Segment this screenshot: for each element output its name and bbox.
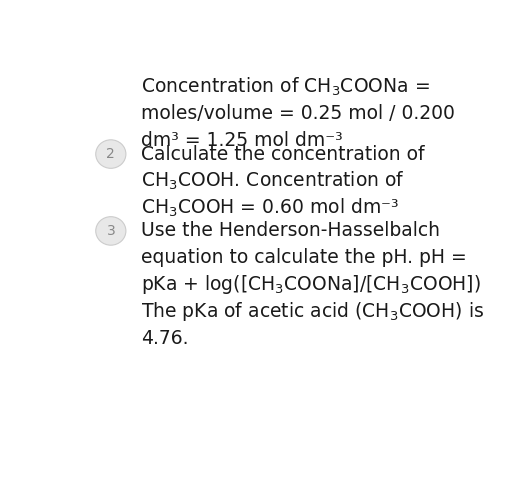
- Text: The pKa of acetic acid (CH$_3$COOH) is: The pKa of acetic acid (CH$_3$COOH) is: [141, 300, 485, 323]
- Text: equation to calculate the pH. pH =: equation to calculate the pH. pH =: [141, 248, 467, 267]
- Text: Use the Henderson-Hasselbalch: Use the Henderson-Hasselbalch: [141, 222, 440, 241]
- Text: 2: 2: [106, 147, 115, 161]
- Circle shape: [96, 217, 126, 245]
- Text: Calculate the concentration of: Calculate the concentration of: [141, 145, 425, 164]
- Text: Concentration of CH$_3$COONa =: Concentration of CH$_3$COONa =: [141, 75, 430, 98]
- Circle shape: [96, 140, 126, 169]
- Text: moles/volume = 0.25 mol / 0.200: moles/volume = 0.25 mol / 0.200: [141, 104, 455, 123]
- Text: 3: 3: [106, 224, 115, 238]
- Text: dm³ = 1.25 mol dm⁻³: dm³ = 1.25 mol dm⁻³: [141, 131, 343, 150]
- Text: 4.76.: 4.76.: [141, 329, 189, 348]
- Text: CH$_3$COOH. Concentration of: CH$_3$COOH. Concentration of: [141, 170, 405, 192]
- Text: CH$_3$COOH = 0.60 mol dm⁻³: CH$_3$COOH = 0.60 mol dm⁻³: [141, 197, 399, 219]
- Text: pKa + log([CH$_3$COONa]/[CH$_3$COOH]): pKa + log([CH$_3$COONa]/[CH$_3$COOH]): [141, 273, 481, 297]
